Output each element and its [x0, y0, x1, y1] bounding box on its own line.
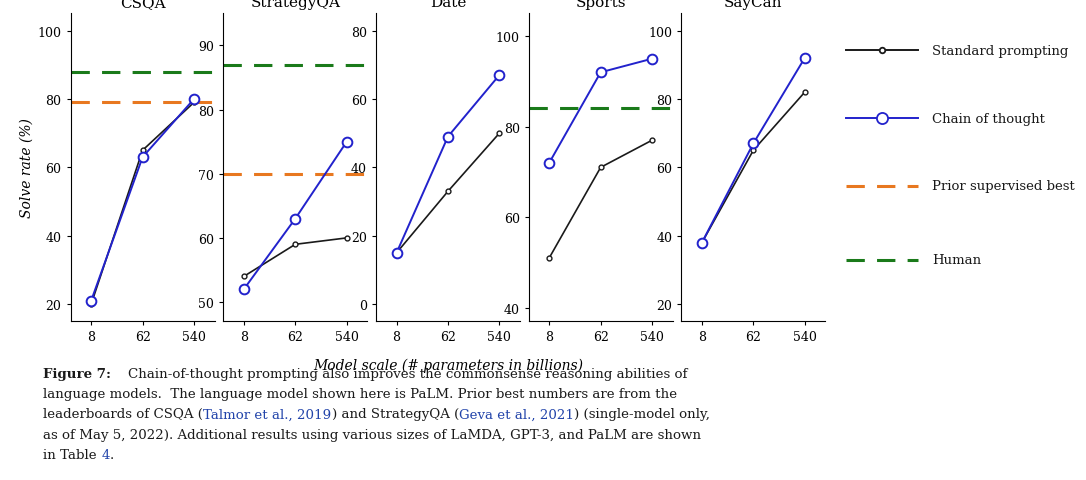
Text: 4: 4 [101, 448, 110, 461]
Text: in Table: in Table [43, 448, 101, 461]
Text: Geva et al., 2021: Geva et al., 2021 [459, 408, 573, 420]
Text: Standard prompting: Standard prompting [933, 45, 1069, 58]
Text: Prior supervised best: Prior supervised best [933, 180, 1075, 193]
Text: Talmor et al., 2019: Talmor et al., 2019 [203, 408, 331, 420]
Text: Chain-of-thought prompting also improves the commonsense reasoning abilities of: Chain-of-thought prompting also improves… [112, 367, 687, 380]
Title: Date: Date [430, 0, 466, 11]
Title: StrategyQA: StrategyQA [250, 0, 340, 11]
Text: Model scale (# parameters in billions): Model scale (# parameters in billions) [313, 358, 583, 372]
Y-axis label: Solve rate (%): Solve rate (%) [20, 118, 34, 218]
Text: Human: Human [933, 253, 982, 267]
Text: ) (single-model only,: ) (single-model only, [573, 408, 710, 420]
Text: .: . [110, 448, 114, 461]
Text: language models.  The language model shown here is PaLM. Prior best numbers are : language models. The language model show… [43, 387, 678, 400]
Text: as of May 5, 2022). Additional results using various sizes of LaMDA, GPT-3, and : as of May 5, 2022). Additional results u… [43, 428, 702, 441]
Text: ) and StrategyQA (: ) and StrategyQA ( [331, 408, 459, 420]
Text: Figure 7:: Figure 7: [43, 367, 112, 380]
Title: Sports: Sports [576, 0, 626, 11]
Text: Chain of thought: Chain of thought [933, 112, 1046, 125]
Title: SayCan: SayCan [724, 0, 783, 11]
Text: leaderboards of CSQA (: leaderboards of CSQA ( [43, 408, 203, 420]
Title: CSQA: CSQA [119, 0, 165, 11]
